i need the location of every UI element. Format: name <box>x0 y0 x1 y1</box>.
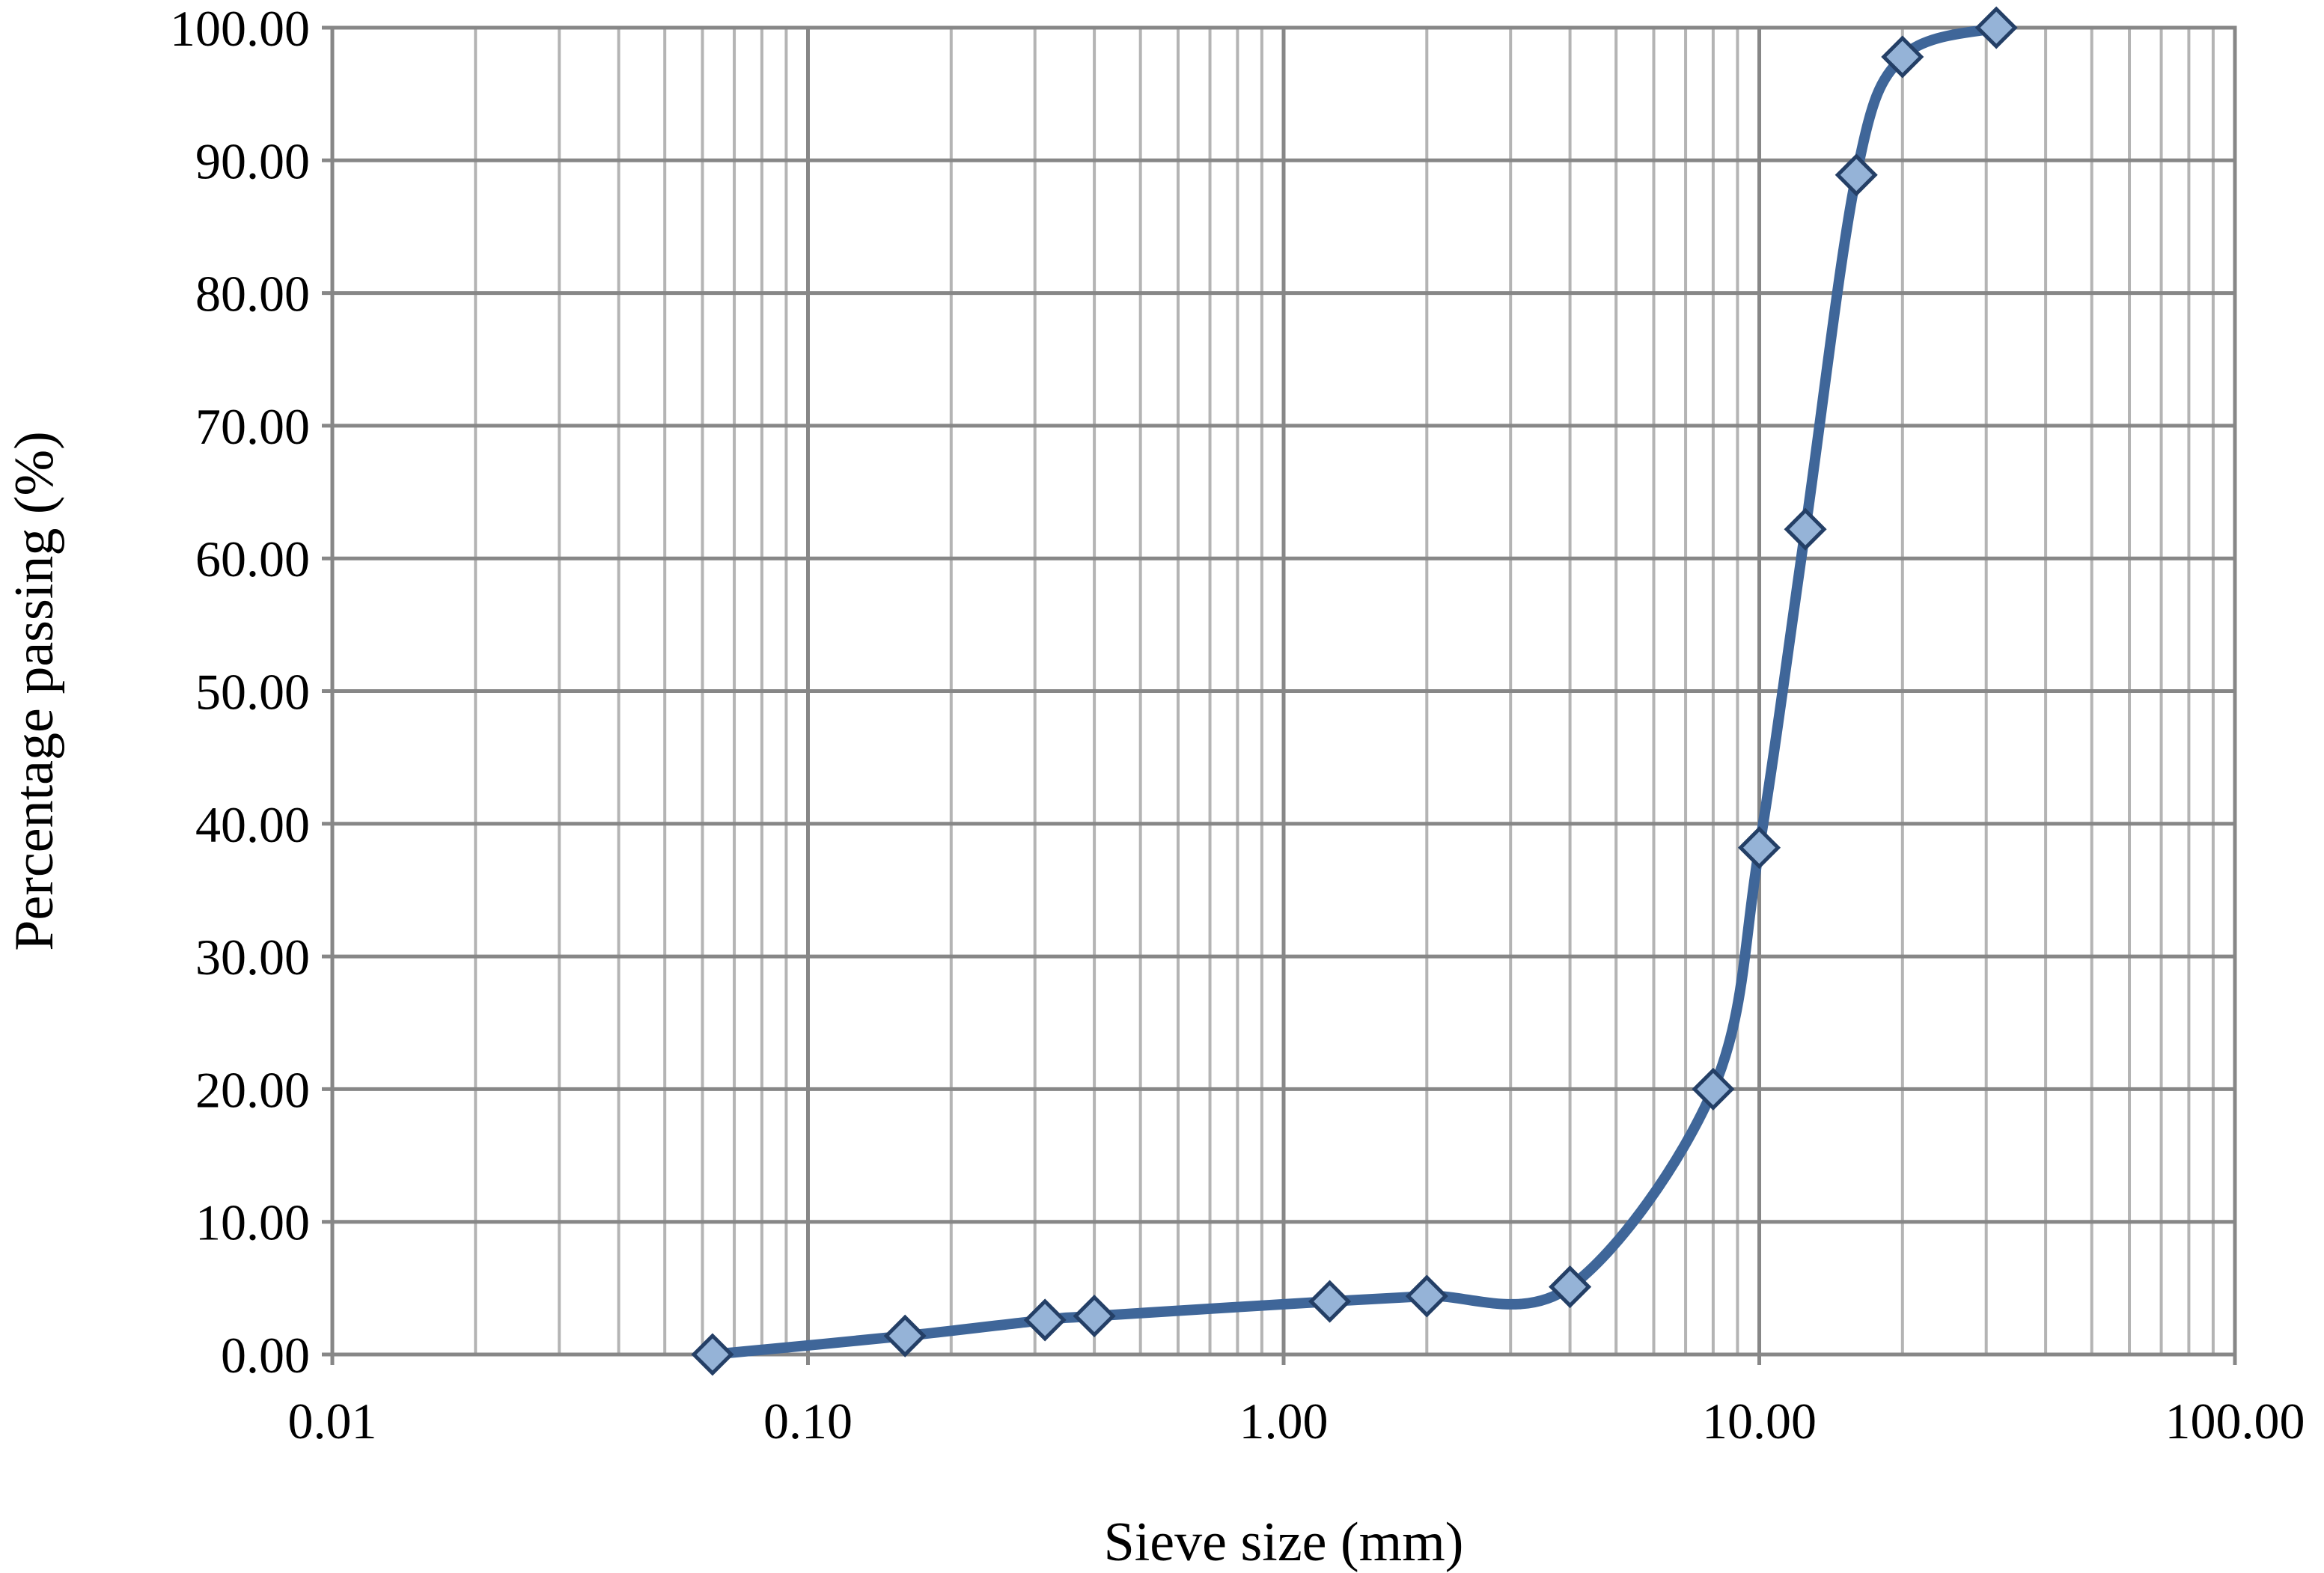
axes <box>330 25 2237 1357</box>
x-tick-label: 10.00 <box>1702 1393 1817 1450</box>
y-tick-label: 40.00 <box>195 796 310 853</box>
major-gridlines <box>322 25 2237 1365</box>
y-tick-label: 10.00 <box>195 1194 310 1251</box>
x-tick-label: 0.10 <box>763 1393 853 1450</box>
x-tick-label: 100.00 <box>2165 1393 2305 1450</box>
y-tick-label: 70.00 <box>195 398 310 455</box>
y-tick-label: 100.00 <box>170 0 310 57</box>
data-point-marker <box>1023 1298 1067 1342</box>
plot-area-border <box>330 25 2237 1357</box>
y-tick-label: 0.00 <box>221 1327 310 1384</box>
data-point-marker <box>691 1333 734 1376</box>
data-point-marker <box>1073 1295 1116 1338</box>
data-point-marker <box>1549 1265 1592 1309</box>
data-point-marker <box>883 1314 927 1357</box>
data-point-marker <box>1835 153 1878 197</box>
y-tick-label: 20.00 <box>195 1061 310 1118</box>
y-tick-label: 80.00 <box>195 266 310 323</box>
data-point-marker <box>1974 6 2018 49</box>
data-point-marker <box>1692 1067 1735 1111</box>
x-tick-labels: 0.01 0.10 1.00 10.00 100.00 <box>288 1393 2305 1450</box>
y-tick-label: 60.00 <box>195 531 310 587</box>
y-tick-labels: 0.00 10.00 20.00 30.00 40.00 50.00 60.00 70.00 8… <box>170 0 310 1384</box>
data-point-marker <box>1308 1280 1352 1323</box>
data-point-marker <box>1405 1274 1448 1318</box>
y-axis-title: Percentage passing (%) <box>4 431 65 951</box>
y-tick-label: 90.00 <box>195 132 310 189</box>
series-group <box>691 6 2018 1376</box>
data-point-marker <box>1881 35 1924 79</box>
x-tick-label: 1.00 <box>1239 1393 1329 1450</box>
x-axis-title: Sieve size (mm) <box>1104 1512 1464 1573</box>
data-point-marker <box>1784 507 1827 551</box>
data-point-marker <box>1737 826 1781 870</box>
y-tick-label: 30.00 <box>195 929 310 986</box>
y-tick-label: 50.00 <box>195 664 310 721</box>
x-tick-label: 0.01 <box>288 1393 377 1450</box>
